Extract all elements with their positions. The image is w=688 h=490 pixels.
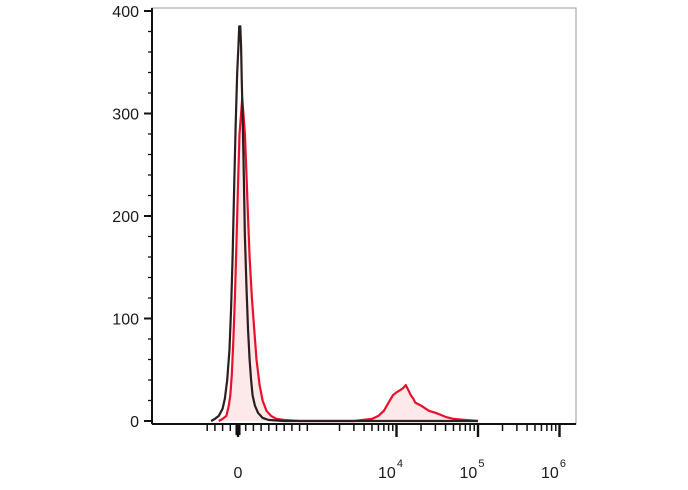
x-tick-base: 0 [234, 465, 243, 482]
x-tick-label: 104 [378, 458, 403, 482]
x-tick-exponent: 4 [397, 458, 403, 470]
x-tick-exponent: 5 [478, 458, 484, 470]
y-tick-label: 100 [112, 312, 139, 329]
x-tick-label: 106 [541, 458, 566, 482]
series-1-line [210, 25, 478, 423]
plot-frame [151, 7, 577, 425]
series-0-fill [218, 98, 479, 421]
x-tick-base: 10 [460, 465, 478, 482]
x-tick-exponent: 6 [560, 458, 566, 470]
y-tick-label: 0 [130, 414, 139, 431]
x-tick-label: 0 [234, 465, 243, 482]
y-tick-label: 400 [112, 4, 139, 21]
x-tick-base: 10 [378, 465, 396, 482]
y-tick-label: 200 [112, 209, 139, 226]
series-0-line [218, 97, 479, 423]
y-tick-label: 300 [112, 107, 139, 124]
y-axis: 0 100 200 300 400 [112, 4, 153, 431]
x-tick-label: 105 [460, 458, 485, 482]
series-layer [210, 25, 479, 423]
x-tick-base: 10 [541, 465, 559, 482]
